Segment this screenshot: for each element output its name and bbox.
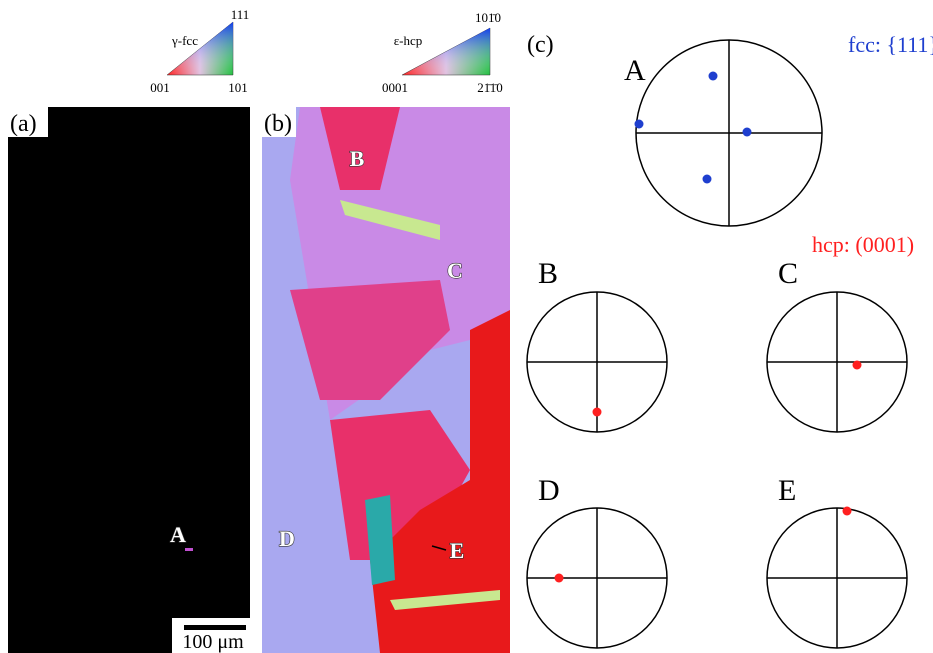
ipf-triangle-shade bbox=[167, 22, 233, 75]
legend-corner: 111 bbox=[231, 7, 250, 22]
pole-dot bbox=[593, 408, 602, 417]
legend-corner: 101̄0 bbox=[475, 10, 501, 25]
hcp-legend: ε-hcp 101̄0 0001 21̄1̄0 bbox=[382, 10, 503, 95]
pole-dot bbox=[709, 72, 718, 81]
grain-label: D bbox=[279, 526, 295, 551]
pole-label: B bbox=[538, 257, 558, 290]
grain-label: A bbox=[170, 522, 186, 547]
pole-dot bbox=[743, 128, 752, 137]
grain-label: E bbox=[450, 538, 465, 563]
fcc-note: fcc: {111} bbox=[848, 32, 933, 57]
grain bbox=[185, 548, 193, 551]
scale-text: 100 μm bbox=[182, 631, 244, 653]
pole-label: C bbox=[778, 257, 798, 290]
panel-label: (a) bbox=[10, 111, 37, 137]
pole-figures: (c) fcc: {111} hcp: (0001) bbox=[527, 32, 933, 257]
pole-label: D bbox=[538, 474, 560, 507]
map-b: (b) B C D E bbox=[262, 107, 510, 653]
map-a: (a) A 100 μm bbox=[8, 107, 250, 653]
panel-label: (b) bbox=[264, 111, 292, 137]
hcp-note: hcp: (0001) bbox=[812, 232, 914, 257]
legend-corner: 001 bbox=[150, 80, 170, 95]
ebsd-map bbox=[8, 107, 250, 653]
fcc-legend: γ-fcc 111 001 101 bbox=[150, 7, 249, 95]
pole-dot bbox=[853, 361, 862, 370]
legend-title: γ-fcc bbox=[171, 33, 198, 48]
legend-corner: 101 bbox=[228, 80, 248, 95]
grain-label: C bbox=[447, 258, 463, 283]
pole-dot bbox=[703, 175, 712, 184]
legend-corner: 21̄1̄0 bbox=[477, 80, 503, 95]
panel-label: (c) bbox=[527, 32, 554, 58]
pole-dot bbox=[843, 507, 852, 516]
pole-dot bbox=[555, 574, 564, 583]
pole-label: A bbox=[624, 54, 646, 87]
legend-corner: 0001 bbox=[382, 80, 408, 95]
figure: γ-fcc 111 001 101 ε-hcp 101̄0 0001 21̄1̄… bbox=[0, 0, 933, 653]
pole-dot bbox=[635, 120, 644, 129]
scale-bar bbox=[184, 625, 246, 630]
grain-label: B bbox=[350, 146, 365, 171]
legend-title: ε-hcp bbox=[394, 33, 423, 48]
pole-label: E bbox=[778, 474, 796, 507]
